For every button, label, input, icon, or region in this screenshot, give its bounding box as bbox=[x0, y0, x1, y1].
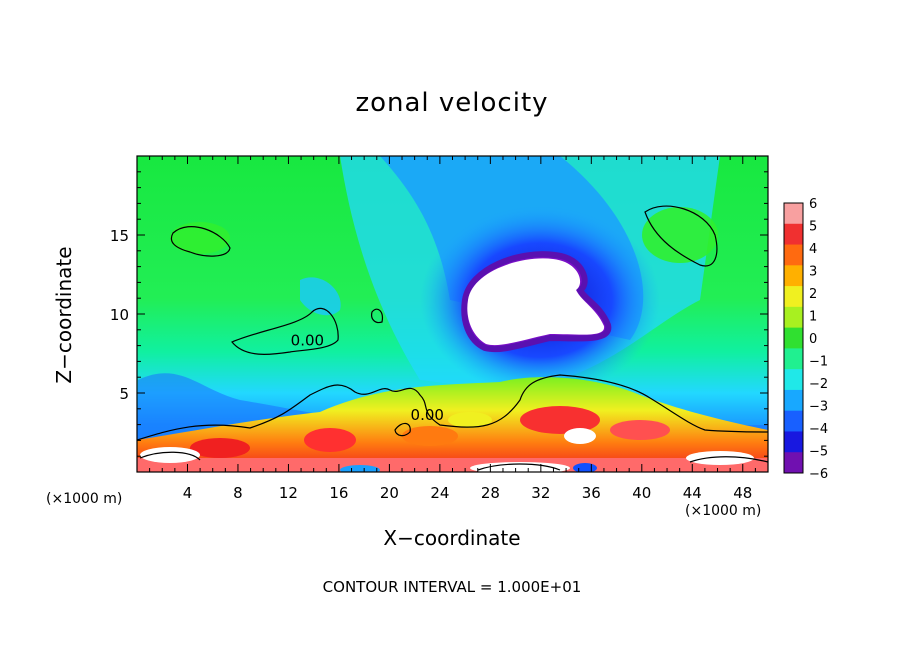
x-tick-label: 20 bbox=[380, 484, 399, 502]
contour-label: 0.00 bbox=[411, 406, 444, 424]
colorbar-swatch bbox=[784, 410, 803, 432]
colorbar-swatch bbox=[784, 452, 803, 474]
colorbar-swatch bbox=[784, 265, 803, 287]
colorbar-tick-label: 5 bbox=[809, 220, 817, 235]
colorbar-tick-label: −4 bbox=[809, 422, 828, 437]
colorbar-swatch bbox=[784, 244, 803, 266]
colorbar-tick-label: 0 bbox=[809, 332, 817, 347]
x-tick-label: 8 bbox=[233, 484, 243, 502]
y-axis-unit: (×1000 m) bbox=[46, 491, 123, 507]
x-tick-label: 4 bbox=[183, 484, 193, 502]
colorbar-swatch bbox=[784, 369, 803, 391]
y-tick-label: 15 bbox=[110, 227, 129, 245]
colorbar-swatch bbox=[784, 203, 803, 225]
y-tick-label: 5 bbox=[119, 385, 129, 403]
colorbar-tick-label: 3 bbox=[809, 265, 817, 280]
x-tick-label: 48 bbox=[733, 484, 752, 502]
x-tick-label: 32 bbox=[531, 484, 550, 502]
contour-label: 0.00 bbox=[291, 332, 324, 350]
x-tick-label: 16 bbox=[329, 484, 348, 502]
x-axis-label: X−coordinate bbox=[383, 526, 521, 550]
x-tick-label: 28 bbox=[481, 484, 500, 502]
colorbar-tick-label: −3 bbox=[809, 400, 828, 415]
colorbar-swatch bbox=[784, 286, 803, 308]
y-tick-label: 10 bbox=[110, 306, 129, 324]
colorbar-tick-label: 1 bbox=[809, 310, 817, 325]
colorbar-tick-label: −6 bbox=[809, 467, 828, 482]
colorbar-tick-label: 4 bbox=[809, 242, 817, 257]
colorbar-tick-label: −1 bbox=[809, 355, 828, 370]
colorbar-swatch bbox=[784, 223, 803, 246]
contour-labels: 0.00 0.00 bbox=[291, 332, 444, 424]
colorbar: 6 5 4 3 2 1 0 −1 −2 −3 −4 −5 −6 bbox=[783, 197, 828, 482]
x-tick-label: 24 bbox=[430, 484, 449, 502]
y-axis-label: Z−coordinate bbox=[52, 246, 76, 384]
colorbar-tick-label: −5 bbox=[809, 445, 828, 460]
colorbar-tick-label: −2 bbox=[809, 377, 828, 392]
colorbar-swatch bbox=[784, 431, 803, 453]
colorbar-swatch bbox=[784, 327, 803, 349]
colorbar-swatch bbox=[784, 389, 803, 412]
chart-title: zonal velocity bbox=[355, 88, 549, 118]
colorbar-frame bbox=[783, 202, 804, 474]
x-tick-label: 40 bbox=[632, 484, 651, 502]
contour-interval: CONTOUR INTERVAL = 1.000E+01 bbox=[322, 578, 582, 596]
x-tick-label: 44 bbox=[683, 484, 702, 502]
x-axis-unit: (×1000 m) bbox=[685, 503, 762, 519]
x-tick-label: 12 bbox=[279, 484, 298, 502]
colorbar-swatch bbox=[784, 306, 803, 329]
x-tick-label: 36 bbox=[582, 484, 601, 502]
colorbar-tick-label: 6 bbox=[809, 197, 817, 212]
colorbar-swatch bbox=[784, 348, 803, 370]
colorbar-tick-label: 2 bbox=[809, 287, 817, 302]
velocity-field bbox=[137, 156, 768, 472]
